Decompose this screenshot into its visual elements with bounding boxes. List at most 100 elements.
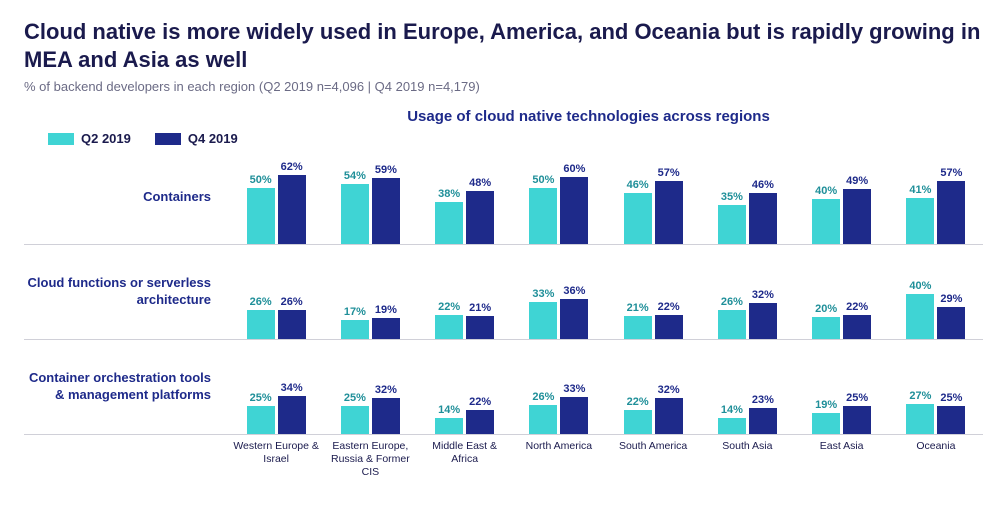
x-axis-label: Eastern Europe, Russia & Former CIS: [323, 440, 417, 479]
bar-value-label: 22%: [658, 301, 680, 313]
bar-unit-q2: 26%: [247, 245, 275, 339]
bar-q2: [341, 320, 369, 339]
bar-value-label: 22%: [469, 396, 491, 408]
bar-q4: [843, 315, 871, 340]
row-label: Cloud functions or serverless architectu…: [24, 275, 229, 309]
bar-q4: [937, 181, 965, 245]
bar-q4: [466, 410, 494, 435]
swatch-q2: [48, 133, 74, 145]
bar-q2: [529, 188, 557, 244]
x-axis-label: South America: [606, 440, 700, 479]
bar-value-label: 34%: [281, 382, 303, 394]
bar-unit-q4: 49%: [843, 150, 871, 244]
bar-unit-q4: 36%: [560, 245, 588, 339]
region-group: 25%32%: [323, 340, 417, 434]
bar-q2: [435, 202, 463, 244]
row-label: Containers: [24, 189, 229, 206]
bar-value-label: 59%: [375, 164, 397, 176]
bar-unit-q2: 22%: [435, 245, 463, 339]
bar-unit-q2: 50%: [247, 150, 275, 244]
bar-q2: [247, 188, 275, 244]
bar-unit-q2: 38%: [435, 150, 463, 244]
bar-unit-q4: 33%: [560, 340, 588, 434]
bar-q4: [466, 316, 494, 339]
region-group: 40%29%: [889, 245, 983, 339]
region-group: 22%21%: [418, 245, 512, 339]
bar-q2: [906, 404, 934, 434]
legend-item-q2: Q2 2019: [48, 131, 131, 146]
bar-q4: [278, 175, 306, 244]
bar-unit-q4: 25%: [937, 340, 965, 434]
bar-value-label: 20%: [815, 303, 837, 315]
bar-value-label: 14%: [721, 404, 743, 416]
region-group: 46%57%: [606, 150, 700, 244]
bar-q2: [718, 205, 746, 244]
bar-q2: [435, 315, 463, 340]
bar-q2: [247, 406, 275, 434]
legend-label-q4: Q4 2019: [188, 131, 238, 146]
bar-unit-q4: 25%: [843, 340, 871, 434]
region-group: 14% 23%: [700, 340, 794, 434]
bar-value-label: 22%: [627, 396, 649, 408]
bar-unit-q4: 32%: [749, 245, 777, 339]
bar-unit-q2: 25%: [247, 340, 275, 434]
x-axis: Western Europe & IsraelEastern Europe, R…: [24, 435, 983, 479]
region-group: 40% 49%: [795, 150, 889, 244]
chart-title: Usage of cloud native technologies acros…: [24, 108, 983, 125]
bar-unit-q4: 21%: [466, 245, 494, 339]
bar-value-label: 22%: [846, 301, 868, 313]
x-axis-label: North America: [512, 440, 606, 479]
bars-wrap: 26%26%17%19%22%21%33%36%21%22%26%32%20%2…: [229, 245, 983, 339]
region-group: 38% 48%: [418, 150, 512, 244]
bar-value-label: 40%: [815, 185, 837, 197]
bar-q2: [529, 405, 557, 434]
bar-value-label: 14%: [438, 404, 460, 416]
bar-value-label: 26%: [250, 296, 272, 308]
bar-unit-q4: 62%: [278, 150, 306, 244]
bar-value-label: 48%: [469, 177, 491, 189]
legend: Q2 2019 Q4 2019: [24, 131, 983, 146]
bar-q2: [718, 310, 746, 339]
region-group: 26%26%: [229, 245, 323, 339]
bar-q4: [937, 406, 965, 434]
bar-unit-q2: 25%: [341, 340, 369, 434]
bar-q4: [843, 406, 871, 434]
bar-unit-q4: 23%: [749, 340, 777, 434]
x-axis-label: East Asia: [795, 440, 889, 479]
bar-unit-q4: 22%: [843, 245, 871, 339]
bar-unit-q2: 40%: [906, 245, 934, 339]
region-group: 26%32%: [700, 245, 794, 339]
region-group: 35%46%: [700, 150, 794, 244]
bar-value-label: 57%: [658, 167, 680, 179]
bar-value-label: 49%: [846, 175, 868, 187]
x-axis-label: South Asia: [700, 440, 794, 479]
bar-value-label: 26%: [532, 391, 554, 403]
bar-unit-q2: 27%: [906, 340, 934, 434]
region-group: 33% 36%: [512, 245, 606, 339]
bar-q4: [843, 189, 871, 244]
bar-unit-q2: 14%: [435, 340, 463, 434]
bar-value-label: 35%: [721, 191, 743, 203]
bar-value-label: 57%: [940, 167, 962, 179]
bar-q4: [655, 315, 683, 340]
region-group: 19% 25%: [795, 340, 889, 434]
bar-q4: [937, 307, 965, 339]
bar-q2: [624, 193, 652, 244]
bar-value-label: 33%: [532, 288, 554, 300]
bar-unit-q4: 22%: [466, 340, 494, 434]
bar-unit-q2: 41%: [906, 150, 934, 244]
bar-value-label: 19%: [815, 399, 837, 411]
bar-q4: [749, 303, 777, 339]
legend-label-q2: Q2 2019: [81, 131, 131, 146]
bar-q2: [435, 418, 463, 434]
swatch-q4: [155, 133, 181, 145]
bar-q4: [655, 398, 683, 434]
row-label: Container orchestration tools & manageme…: [24, 370, 229, 404]
region-group: 17%19%: [323, 245, 417, 339]
bar-q4: [372, 178, 400, 244]
bar-q4: [560, 299, 588, 339]
chart-row: Containers50%62%54%59%38%48%50%60%46%57%…: [24, 150, 983, 245]
bar-value-label: 19%: [375, 304, 397, 316]
bar-q2: [906, 198, 934, 244]
bars-wrap: 50%62%54%59%38%48%50%60%46%57%35%46%40%4…: [229, 150, 983, 244]
